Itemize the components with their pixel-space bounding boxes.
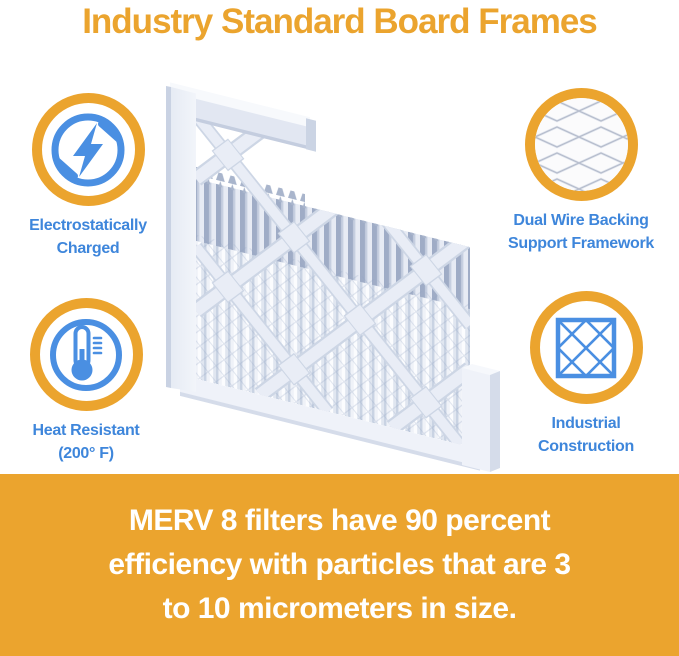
page-title: Industry Standard Board Frames — [82, 2, 598, 41]
feature-label: Dual Wire Backing Support Framework — [507, 212, 655, 252]
banner-line-3: to 10 micrometers in size. — [162, 592, 517, 625]
frame-bottom-bar — [180, 374, 480, 471]
pleated-air-filter-illustration — [166, 82, 500, 472]
info-banner: MERV 8 filters have 90 percent efficienc… — [0, 474, 679, 656]
feature-label: Industrial Construction — [538, 415, 634, 455]
feature-electrostatic: Electrostatically Charged — [3, 93, 173, 260]
orange-ring — [29, 298, 143, 411]
filter-body — [170, 82, 480, 471]
frame-left-post — [166, 86, 196, 392]
feature-heat-resistant: Heat Resistant (200° F) — [1, 298, 171, 465]
frame-right-post — [462, 364, 500, 472]
orange-ring — [31, 93, 145, 206]
banner-line-2: efficiency with particles that are 3 — [108, 548, 571, 581]
feature-label: Heat Resistant (200° F) — [32, 422, 140, 462]
banner-line-1: MERV 8 filters have 90 percent — [128, 504, 551, 537]
frame-top-bar — [170, 82, 316, 152]
wire-mesh-photo — [534, 98, 628, 191]
lightning-bolt-icon — [51, 113, 125, 186]
thermometer-icon — [50, 318, 122, 391]
lattice-grid-icon — [555, 317, 617, 378]
orange-ring — [524, 88, 638, 201]
feature-industrial-construction: Industrial Construction — [501, 291, 671, 458]
orange-ring — [529, 291, 643, 404]
feature-wire-backing: Dual Wire Backing Support Framework — [496, 88, 666, 255]
feature-label: Electrostatically Charged — [29, 217, 147, 257]
